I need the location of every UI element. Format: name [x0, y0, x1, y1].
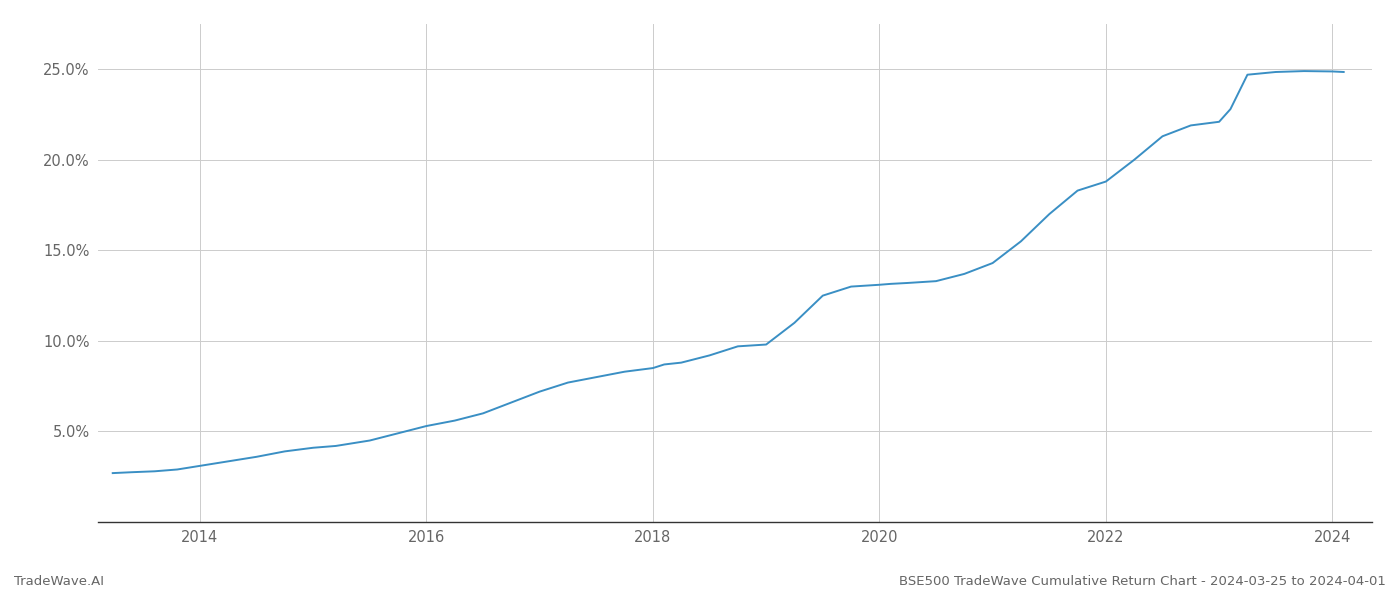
Text: TradeWave.AI: TradeWave.AI: [14, 575, 104, 588]
Text: BSE500 TradeWave Cumulative Return Chart - 2024-03-25 to 2024-04-01: BSE500 TradeWave Cumulative Return Chart…: [899, 575, 1386, 588]
